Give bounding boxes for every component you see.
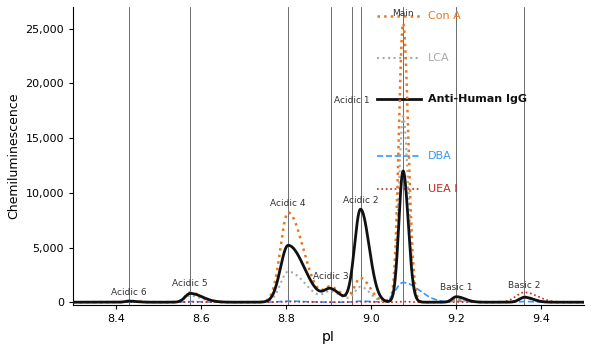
Text: Basic 1: Basic 1 xyxy=(440,283,473,292)
Text: Acidic 1: Acidic 1 xyxy=(334,97,370,105)
Text: DBA: DBA xyxy=(428,151,452,161)
Y-axis label: Chemiluminescence: Chemiluminescence xyxy=(7,93,20,219)
X-axis label: pI: pI xyxy=(322,330,335,344)
Text: Acidic 2: Acidic 2 xyxy=(343,196,378,205)
Text: UEA I: UEA I xyxy=(428,184,458,194)
Text: Anti-Human IgG: Anti-Human IgG xyxy=(428,94,527,105)
Text: Acidic 3: Acidic 3 xyxy=(313,272,349,282)
Text: Main: Main xyxy=(392,9,414,18)
Text: Con A: Con A xyxy=(428,11,461,21)
Text: Acidic 4: Acidic 4 xyxy=(271,199,306,208)
Text: Basic 2: Basic 2 xyxy=(508,281,541,290)
Text: Acidic 6: Acidic 6 xyxy=(111,288,147,297)
Text: LCA: LCA xyxy=(428,53,450,63)
Text: Acidic 5: Acidic 5 xyxy=(173,279,208,288)
